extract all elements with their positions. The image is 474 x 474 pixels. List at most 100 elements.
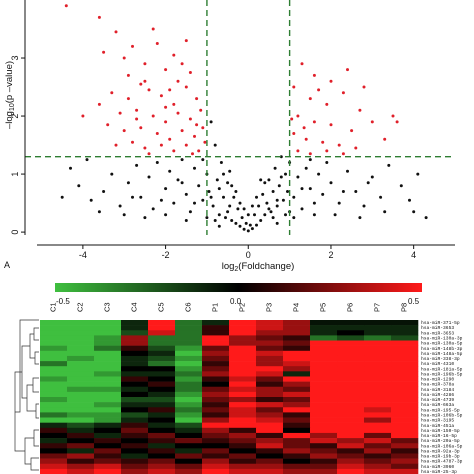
heatmap-cell — [175, 397, 203, 403]
heatmap-row-label: hsa-miR-195-5p — [421, 407, 460, 413]
heatmap-cell — [229, 371, 257, 377]
significant-point — [110, 91, 114, 95]
point — [244, 221, 248, 225]
point — [226, 210, 230, 214]
heatmap-row-label: hsa-miR-338-3p — [421, 356, 460, 362]
heatmap-cell — [337, 330, 365, 336]
point — [201, 158, 205, 162]
point — [139, 195, 143, 199]
significant-point — [341, 91, 345, 95]
heatmap-cell — [391, 458, 419, 465]
heatmap-cell — [337, 417, 365, 423]
heatmap-row-label: hsa-miR-130a-3p — [421, 336, 463, 342]
heatmap-cell — [40, 453, 68, 459]
heatmap-cell — [94, 391, 122, 398]
heatmap-cell — [337, 381, 365, 388]
heatmap-cell — [391, 350, 419, 357]
heatmap-cell — [256, 345, 284, 352]
heatmap-cell — [310, 402, 338, 408]
significant-point — [122, 56, 126, 60]
heatmap-cell — [229, 458, 257, 465]
heatmap-cell — [94, 376, 122, 382]
heatmap-cell — [94, 402, 122, 408]
point — [222, 195, 225, 199]
heatmap-cell — [40, 422, 68, 429]
heatmap-cell — [40, 320, 68, 326]
heatmap-cell — [175, 381, 203, 388]
significant-point — [188, 117, 192, 121]
heatmap-cell — [391, 407, 419, 413]
point — [265, 201, 269, 205]
point — [255, 195, 258, 199]
heatmap-cell — [283, 407, 311, 413]
heatmap-cell — [229, 320, 257, 326]
point — [308, 187, 312, 191]
heatmap-cell — [256, 448, 284, 454]
significant-point — [64, 4, 68, 8]
heatmap-cell — [283, 468, 311, 474]
point — [312, 213, 316, 217]
heatmap-cell — [364, 438, 392, 444]
heatmap-cell — [283, 345, 311, 352]
x-tick-label: 0 — [246, 250, 251, 260]
point — [346, 169, 349, 173]
heatmap-cell — [229, 468, 257, 474]
heatmap-cell — [391, 391, 419, 398]
point — [135, 163, 139, 167]
point — [259, 219, 263, 222]
heatmap-cell — [40, 391, 68, 398]
significant-point — [164, 120, 168, 124]
point — [209, 120, 213, 124]
heatmap-cell — [121, 463, 149, 470]
heatmap-cell — [202, 427, 230, 434]
panel-label: A — [4, 260, 10, 270]
heatmap-cell — [391, 381, 419, 388]
volcano-plot: -4 -2 0 2 4 0 1 2 3 A log2(Foldchange) –log10(p… — [4, 0, 455, 273]
heatmap-cell — [256, 381, 284, 388]
heatmap-cell — [391, 320, 419, 326]
heatmap-cell — [283, 371, 311, 377]
heatmap-cell — [40, 325, 68, 331]
heatmap-cell — [310, 407, 338, 413]
heatmap-cell — [175, 350, 203, 357]
heatmap-cell — [256, 335, 284, 341]
significant-point — [172, 149, 176, 153]
heatmap-cell — [256, 438, 284, 444]
heatmap-cell — [40, 335, 68, 341]
heatmap-column-label: P1 — [211, 303, 220, 312]
heatmap-cell — [121, 453, 149, 459]
heatmap-cell — [175, 371, 203, 377]
heatmap-cell — [148, 422, 176, 429]
point — [259, 178, 263, 182]
heatmap-cell — [94, 320, 122, 326]
heatmap-cell — [364, 402, 392, 408]
significant-point — [292, 132, 296, 135]
heatmap-cell — [310, 340, 338, 346]
point — [151, 207, 155, 211]
heatmap-cell — [67, 438, 95, 444]
heatmap-cell — [283, 438, 311, 444]
heatmap-cell — [364, 432, 392, 439]
significant-point — [176, 79, 180, 83]
heatmap-cell — [310, 432, 338, 439]
heatmap-cell — [364, 463, 392, 470]
heatmap-cell — [121, 325, 149, 331]
point — [217, 187, 221, 191]
heatmap-cell — [310, 325, 338, 331]
heatmap-cell — [148, 443, 176, 449]
point — [89, 198, 93, 202]
heatmap-cell — [229, 412, 257, 418]
heatmap-cell — [67, 355, 95, 362]
point — [292, 216, 296, 220]
heatmap-cell — [94, 458, 122, 465]
heatmap-column-label: P5 — [319, 303, 328, 312]
heatmap-cell — [364, 458, 392, 465]
heatmap-cell — [229, 448, 257, 454]
significant-point — [159, 143, 163, 147]
point — [234, 190, 238, 193]
heatmap-cell — [40, 361, 68, 367]
significant-point — [312, 120, 316, 124]
significant-point — [131, 44, 134, 48]
heatmap-cell — [229, 397, 257, 403]
heatmap-cell — [364, 335, 392, 341]
